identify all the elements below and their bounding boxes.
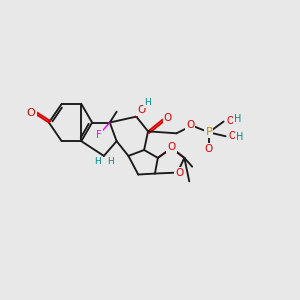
- Text: O: O: [175, 168, 184, 178]
- Text: H: H: [236, 132, 243, 142]
- Text: H: H: [107, 157, 114, 166]
- Text: O: O: [186, 121, 194, 130]
- Text: O: O: [164, 112, 172, 123]
- Text: F: F: [96, 130, 102, 140]
- Text: P: P: [206, 127, 212, 137]
- Text: O: O: [205, 144, 213, 154]
- Text: O: O: [167, 142, 176, 152]
- Text: O: O: [226, 116, 234, 126]
- Text: O: O: [229, 131, 236, 141]
- Text: O: O: [27, 108, 36, 118]
- Text: H: H: [94, 157, 101, 166]
- Text: H: H: [234, 114, 241, 124]
- Text: O: O: [137, 105, 145, 115]
- Text: H: H: [144, 98, 150, 107]
